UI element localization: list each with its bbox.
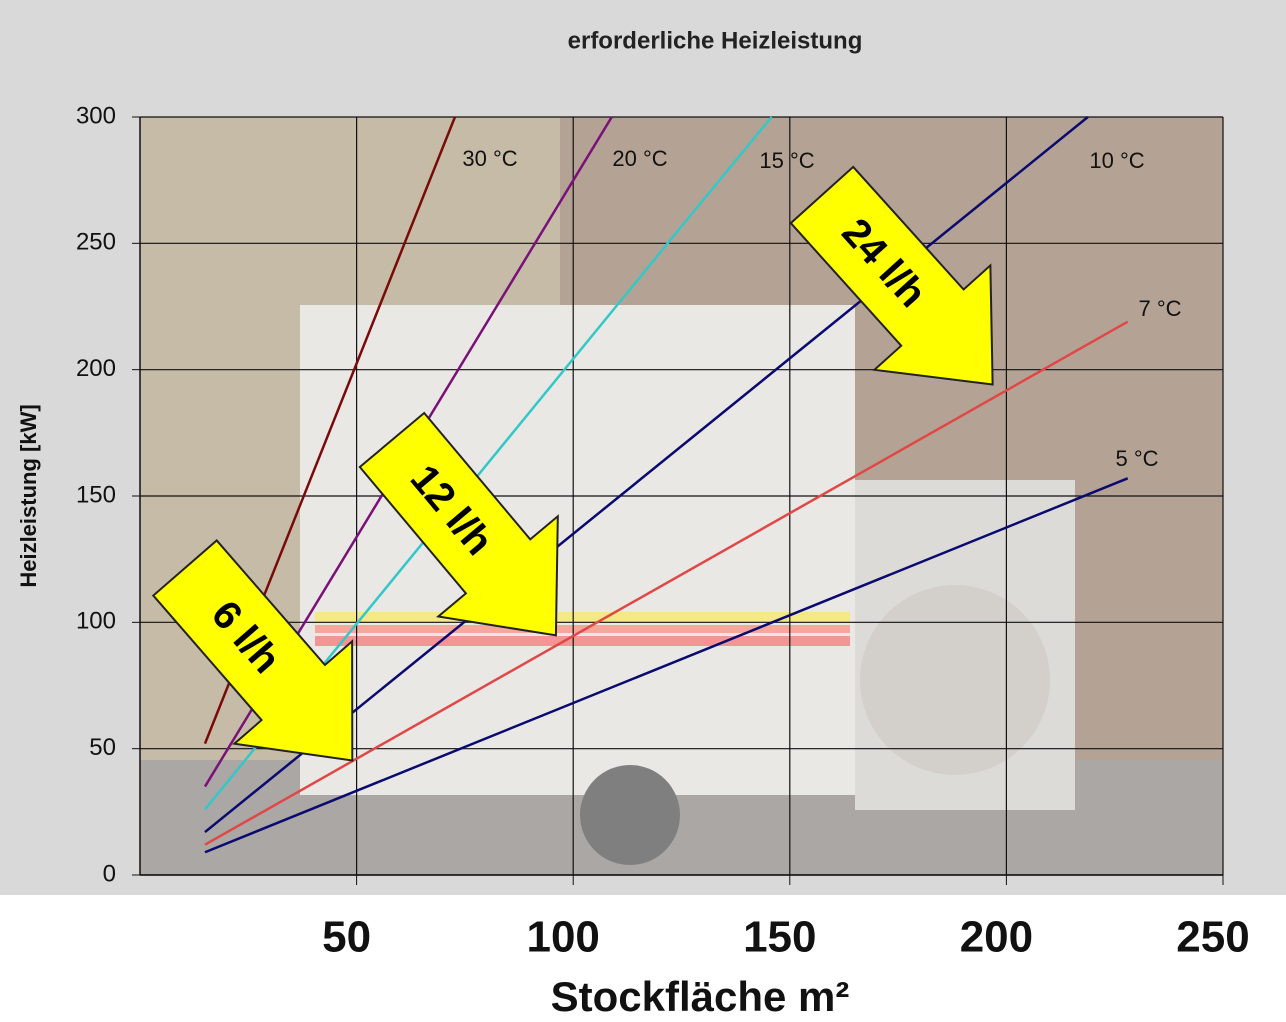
heater-stripe: [315, 625, 850, 633]
series-line: [204, 116, 773, 811]
y-tick-label: 0: [103, 860, 116, 887]
chart-title: erforderliche Heizleistung: [568, 27, 863, 54]
arrow-shape: [789, 165, 994, 386]
series-label: 10 °C: [1089, 148, 1144, 173]
fan: [860, 585, 1050, 775]
arrow-shape: [358, 411, 559, 637]
y-tick-label: 200: [76, 355, 116, 382]
x-tick-label: 150: [743, 913, 816, 962]
series-label: 15 °C: [759, 148, 814, 173]
arrow: 6 l/h: [151, 539, 354, 762]
y-tick-label: 100: [76, 608, 116, 635]
series-line: [204, 320, 1129, 846]
x-axis-label: Stockfläche m²: [551, 973, 850, 1020]
series-label: 30 °C: [462, 146, 517, 171]
wheel: [580, 765, 680, 865]
y-tick-label: 250: [76, 229, 116, 256]
x-tick-label: 50: [322, 913, 371, 962]
heater-body: [300, 305, 855, 795]
x-tick-label: 250: [1176, 913, 1249, 962]
series-line: [204, 477, 1129, 854]
y-tick-label: 50: [89, 734, 116, 761]
series-label: 5 °C: [1115, 446, 1158, 471]
heater-stripe: [315, 636, 850, 646]
y-tick-label: 300: [76, 102, 116, 129]
series-label: 7 °C: [1138, 296, 1181, 321]
x-tick-label: 100: [526, 913, 599, 962]
arrow-shape: [151, 539, 354, 762]
x-tick-label: 200: [960, 913, 1033, 962]
heater-stripe: [315, 612, 850, 622]
y-tick-label: 150: [76, 481, 116, 508]
series-label: 20 °C: [612, 146, 667, 171]
y-axis-label: Heizleistung [kW]: [16, 404, 41, 587]
